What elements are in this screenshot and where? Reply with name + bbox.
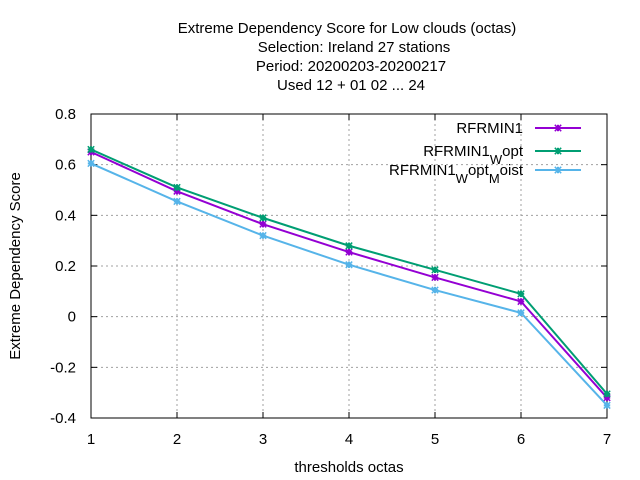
y-tick-label: 0.6 [55, 157, 76, 174]
x-tick-label: 3 [259, 431, 267, 448]
y-tick-label: 0.2 [55, 258, 76, 275]
data-point [431, 266, 439, 274]
data-point [603, 401, 611, 410]
data-point [87, 159, 95, 168]
title-line-4: Used 12 + 01 02 ... 24 [277, 77, 425, 94]
data-point [345, 261, 353, 269]
legend-item-1: RFRMIN1 [456, 120, 581, 137]
series-3 [87, 159, 611, 410]
legend-marker [554, 124, 562, 132]
x-tick-label: 2 [173, 431, 181, 448]
grid [91, 114, 607, 418]
data-point [259, 220, 267, 228]
legend-marker [554, 147, 562, 155]
series-group [87, 145, 611, 410]
data-point [173, 197, 181, 206]
data-point [517, 309, 525, 317]
y-tick-label: -0.2 [50, 359, 76, 376]
x-tick-label: 7 [603, 431, 611, 448]
data-point [259, 231, 267, 240]
y-tick-label: -0.4 [50, 410, 76, 427]
series-line [90, 148, 608, 395]
data-point [173, 183, 181, 192]
title-line-1: Extreme Dependency Score for Low clouds … [178, 20, 517, 37]
data-point [259, 214, 267, 222]
data-point [87, 145, 95, 154]
x-tick-label: 4 [345, 431, 353, 448]
legend-label: RFRMIN1Wopt [423, 143, 524, 167]
chart-title: Extreme Dependency Score for Low clouds … [178, 20, 517, 94]
y-axis-label: Extreme Dependency Score [7, 172, 24, 360]
data-point [345, 248, 353, 256]
y-tick-label: 0 [68, 309, 76, 326]
series-2 [87, 145, 611, 398]
legend-marker [554, 166, 562, 174]
y-tick-label: 0.4 [55, 207, 76, 224]
data-point [517, 297, 525, 306]
title-line-3: Period: 20200203-20200217 [256, 58, 446, 75]
x-tick-label: 5 [431, 431, 439, 448]
data-point [603, 390, 611, 398]
x-tick-label: 1 [87, 431, 95, 448]
data-point [431, 273, 439, 282]
title-line-2: Selection: Ireland 27 stations [258, 39, 451, 56]
legend-label: RFRMIN1WoptMoist [389, 162, 524, 186]
legend-item-2: RFRMIN1Wopt [423, 143, 581, 167]
tick-labels: 1 2 3 4 5 6 7 -0.4 -0.2 0 0.2 0.4 0.6 0.8 [50, 106, 611, 448]
y-tick-label: 0.8 [55, 106, 76, 123]
x-tick-label: 6 [517, 431, 525, 448]
data-point [431, 286, 439, 294]
plot-frame [90, 113, 608, 419]
legend-item-3: RFRMIN1WoptMoist [389, 162, 581, 186]
data-point [345, 242, 353, 250]
legend-label: RFRMIN1 [456, 120, 523, 137]
x-axis-label: thresholds octas [294, 459, 403, 476]
data-point [517, 290, 525, 298]
axis-ticks [90, 113, 608, 419]
